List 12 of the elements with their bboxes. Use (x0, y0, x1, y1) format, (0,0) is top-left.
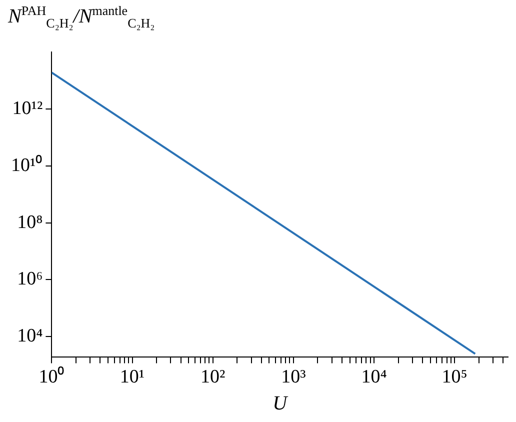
x-tick-label: 10³ (281, 366, 306, 388)
y-tick-label: 10¹² (12, 98, 43, 119)
x-tick-label: 10⁰ (38, 366, 65, 388)
y-tick-label: 10¹⁰ (10, 154, 43, 176)
x-tick-label: 10⁴ (361, 366, 388, 388)
y-tick-label: 10⁴ (17, 326, 44, 347)
x-axis-title: U (272, 392, 289, 414)
x-tick-label: 10² (200, 366, 226, 388)
y-tick-label: 10⁸ (17, 212, 43, 233)
y-tick-label: 10⁶ (17, 268, 43, 290)
x-tick-label: 10⁵ (442, 366, 468, 388)
x-tick-label: 10¹ (120, 366, 145, 388)
